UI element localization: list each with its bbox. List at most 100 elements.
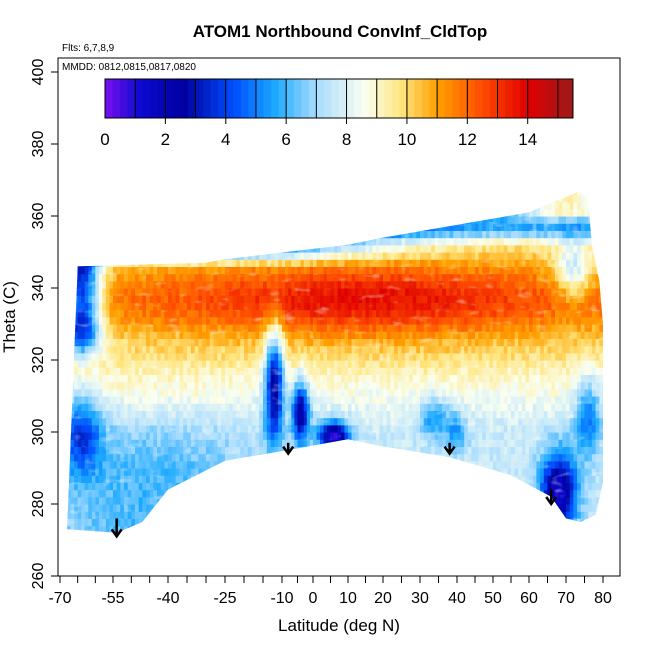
heatmap-cell <box>175 223 180 231</box>
heatmap-cell <box>194 252 199 260</box>
heatmap-cell <box>194 482 199 491</box>
heatmap-cell <box>369 208 374 217</box>
heatmap-cell <box>386 453 391 462</box>
heatmap-cell <box>153 201 158 210</box>
heatmap-cell <box>81 201 86 210</box>
heatmap-cell <box>263 201 268 210</box>
heatmap-cell <box>67 532 68 533</box>
heatmap-cell <box>109 252 114 260</box>
heatmap-cell <box>334 540 338 548</box>
heatmap-cell <box>255 208 260 217</box>
heatmap-cell <box>138 190 143 195</box>
heatmap-cell <box>309 475 314 483</box>
heatmap-cell <box>84 190 89 195</box>
heatmap-cell <box>157 230 162 239</box>
heatmap-cell <box>330 511 335 519</box>
heatmap-cell <box>405 216 410 224</box>
heatmap-cell <box>99 180 103 188</box>
heatmap-cell <box>300 237 305 246</box>
heatmap-cell <box>348 201 353 210</box>
heatmap-cell <box>175 216 180 224</box>
heatmap-cell <box>313 504 318 512</box>
heatmap-cell <box>113 223 118 231</box>
heatmap-cell <box>171 489 177 498</box>
heatmap-cell <box>259 208 264 217</box>
heatmap-cell <box>306 194 311 203</box>
heatmap-cell <box>372 223 377 231</box>
heatmap-cell <box>306 518 311 527</box>
heatmap-cell <box>142 532 147 533</box>
heatmap-cell <box>60 266 64 274</box>
heatmap-cell <box>135 540 139 548</box>
heatmap-cell <box>358 230 363 239</box>
heatmap-cell <box>386 489 391 498</box>
heatmap-cell <box>327 496 332 505</box>
heatmap-cell <box>390 482 395 491</box>
heatmap-cell <box>337 468 342 476</box>
heatmap-cell <box>105 216 110 224</box>
heatmap-cell <box>236 216 241 224</box>
heatmap-cell <box>303 525 308 533</box>
heatmap-cell <box>198 190 203 195</box>
heatmap-cell <box>294 230 299 239</box>
heatmap-cell <box>202 223 207 231</box>
heatmap-cell <box>327 511 332 519</box>
heatmap-cell <box>327 208 332 217</box>
heatmap-cell <box>160 208 165 217</box>
heatmap-cell <box>236 540 240 548</box>
heatmap-cell <box>309 496 314 505</box>
heatmap-cell <box>383 511 388 519</box>
heatmap-cell <box>323 460 328 469</box>
heatmap-cell <box>270 504 275 512</box>
heatmap-cell <box>213 216 218 224</box>
heatmap-cell <box>194 208 199 217</box>
heatmap-cell <box>209 532 215 533</box>
heatmap-cell <box>67 273 72 282</box>
heatmap-cell <box>259 525 264 533</box>
heatmap-cell <box>127 244 132 253</box>
heatmap-cell <box>244 475 249 483</box>
heatmap-cell <box>379 230 384 239</box>
heatmap-cell <box>81 244 86 253</box>
heatmap-cell <box>251 518 256 527</box>
heatmap-cell <box>171 525 177 533</box>
heatmap-cell <box>187 194 192 203</box>
heatmap-cell <box>344 230 349 239</box>
heatmap-cell <box>301 180 305 188</box>
heatmap-cell <box>67 468 68 476</box>
heatmap-cell <box>348 532 353 533</box>
heatmap-cell <box>270 223 275 231</box>
heatmap-cell <box>323 475 328 483</box>
heatmap-cell <box>179 230 184 239</box>
heatmap-cell <box>67 223 72 231</box>
heatmap-cell <box>91 208 96 217</box>
heatmap-cell <box>88 201 93 210</box>
heatmap-cell <box>369 453 374 462</box>
heatmap-cell <box>355 460 360 469</box>
heatmap-cell <box>149 194 154 203</box>
heatmap-cell <box>394 468 399 476</box>
heatmap-cell <box>344 525 349 533</box>
heatmap-cell <box>307 540 311 548</box>
heatmap-cell <box>320 237 325 246</box>
heatmap-cell <box>313 216 318 224</box>
heatmap-cell <box>327 475 332 483</box>
heatmap-cell <box>67 273 68 282</box>
heatmap-cell <box>67 266 72 275</box>
heatmap-cell <box>146 180 150 188</box>
heatmap-cell <box>282 532 286 533</box>
heatmap-cell <box>270 468 275 476</box>
heatmap-cell <box>60 317 64 325</box>
heatmap-cell <box>358 511 363 519</box>
heatmap-cell <box>358 518 363 527</box>
heatmap-cell <box>376 453 381 462</box>
heatmap-cell <box>91 259 96 267</box>
heatmap-cell <box>351 525 356 533</box>
heatmap-cell <box>278 468 283 476</box>
heatmap-cell <box>398 540 402 548</box>
heatmap-cell <box>327 504 332 512</box>
heatmap-cell <box>175 532 180 533</box>
heatmap-cell <box>244 460 249 469</box>
heatmap-cell <box>168 208 173 217</box>
heatmap-cell <box>348 475 353 483</box>
